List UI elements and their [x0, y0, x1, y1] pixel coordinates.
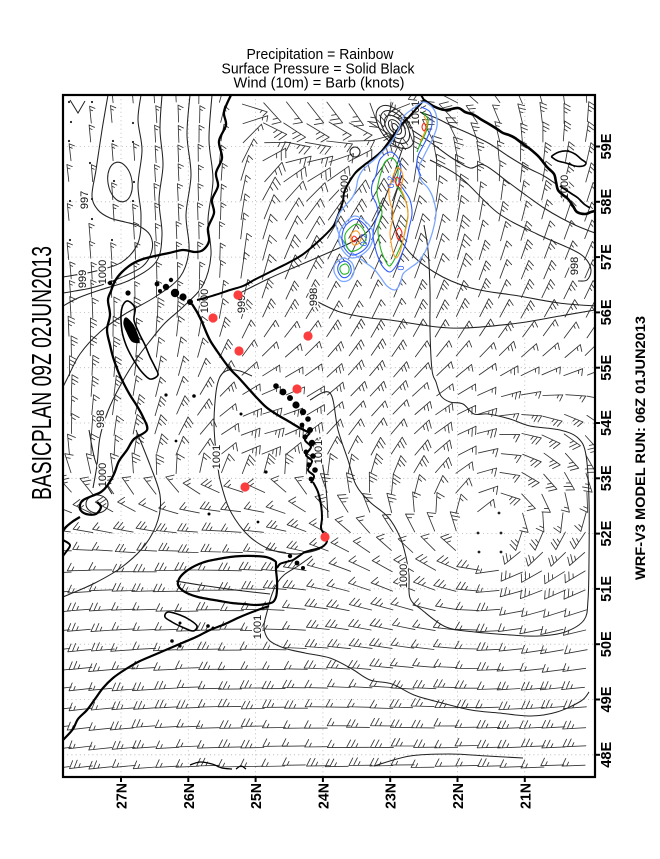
svg-text:55E: 55E	[598, 355, 615, 381]
svg-text:1000: 1000	[339, 175, 351, 199]
svg-text:53E: 53E	[598, 465, 615, 491]
svg-text:998: 998	[308, 288, 320, 306]
svg-text:1000: 1000	[398, 564, 410, 588]
svg-text:1001: 1001	[252, 615, 264, 639]
svg-text:26N: 26N	[181, 783, 198, 809]
svg-text:57E: 57E	[598, 244, 615, 270]
svg-text:54E: 54E	[598, 410, 615, 436]
svg-text:BASICPLAN 09Z 02JUN2013: BASICPLAN 09Z 02JUN2013	[26, 246, 57, 500]
svg-text:48E: 48E	[598, 742, 615, 768]
svg-text:24N: 24N	[315, 783, 332, 809]
svg-text:22N: 22N	[450, 783, 467, 809]
svg-text:56E: 56E	[598, 299, 615, 325]
svg-text:0: 0	[396, 265, 406, 270]
svg-text:0.2: 0.2	[386, 176, 396, 189]
svg-text:50E: 50E	[598, 631, 615, 657]
svg-text:Surface Pressure = Solid Bla: Surface Pressure = Solid Black	[222, 61, 415, 78]
svg-text:27N: 27N	[114, 783, 131, 809]
svg-text:59E: 59E	[598, 134, 615, 160]
svg-text:Wind (10m) = Barb (knots): Wind (10m) = Barb (knots)	[234, 75, 405, 92]
svg-text:49E: 49E	[598, 687, 615, 713]
svg-text:1000: 1000	[97, 260, 109, 284]
svg-text:1001: 1001	[211, 445, 223, 469]
svg-text:52E: 52E	[598, 521, 615, 547]
svg-text:999: 999	[77, 270, 89, 288]
svg-text:1000: 1000	[97, 463, 109, 487]
svg-text:1000: 1000	[199, 289, 211, 313]
svg-text:998: 998	[95, 410, 107, 428]
svg-text:Precipitation = Rainbow: Precipitation = Rainbow	[247, 46, 394, 63]
svg-text:23N: 23N	[383, 783, 400, 809]
svg-text:21N: 21N	[517, 783, 534, 809]
svg-text:0.2: 0.2	[359, 234, 369, 247]
svg-text:997: 997	[79, 191, 91, 209]
svg-text:998: 998	[569, 257, 581, 275]
svg-text:WRF-V3 MODEL RUN: 06Z 01JUN201: WRF-V3 MODEL RUN: 06Z 01JUN2013	[632, 316, 648, 580]
svg-text:1001: 1001	[313, 440, 325, 464]
svg-text:51E: 51E	[598, 576, 615, 602]
svg-text:25N: 25N	[248, 783, 265, 809]
svg-text:58E: 58E	[598, 189, 615, 215]
